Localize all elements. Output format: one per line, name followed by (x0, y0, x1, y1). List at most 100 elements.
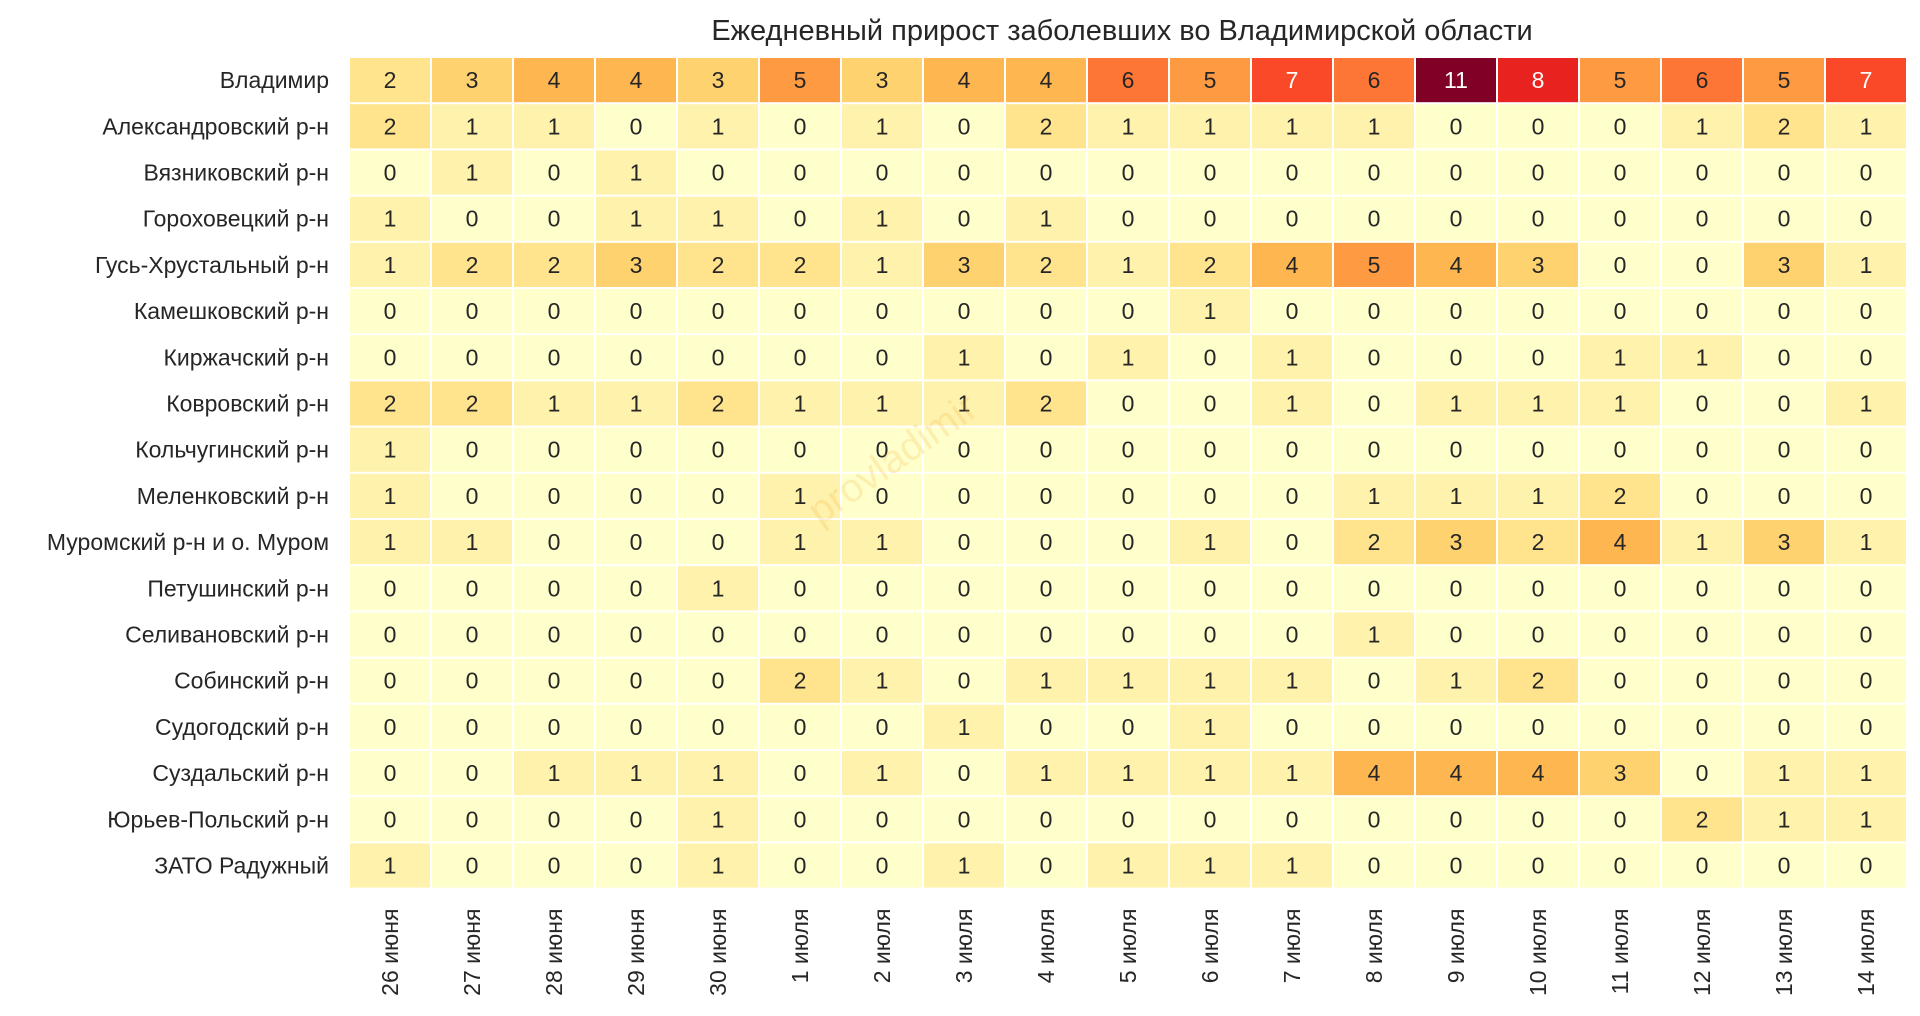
cell-value: 1 (384, 252, 397, 278)
cell-value: 0 (1614, 853, 1627, 879)
cell-value: 1 (794, 483, 807, 509)
cell-value: 0 (1040, 622, 1053, 648)
heatmap-cell (596, 704, 676, 749)
cell-value: 0 (548, 529, 561, 555)
heatmap-cell (1416, 150, 1496, 195)
heatmap-cell (678, 520, 758, 565)
heatmap-cell (1744, 289, 1824, 334)
cell-value: 0 (1286, 206, 1299, 232)
heatmap-cell (678, 381, 758, 426)
cell-value: 0 (1122, 529, 1135, 555)
heatmap-cell (596, 566, 676, 611)
column-label: 30 июня (705, 909, 731, 996)
heatmap-cell (1088, 58, 1168, 103)
cell-value: 2 (1368, 529, 1381, 555)
cell-value: 0 (630, 668, 643, 694)
cell-value: 11 (1444, 67, 1468, 93)
heatmap-cell (1006, 797, 1086, 842)
cell-value: 0 (794, 760, 807, 786)
heatmap-cell (678, 104, 758, 149)
cell-value: 1 (712, 113, 725, 139)
heatmap-cell (1498, 104, 1578, 149)
cell-value: 0 (466, 622, 479, 648)
cell-value: 0 (630, 483, 643, 509)
cell-value: 0 (1778, 391, 1791, 417)
cell-value: 1 (630, 760, 643, 786)
cell-value: 0 (1532, 160, 1545, 186)
heatmap-cell (1170, 104, 1250, 149)
heatmap-cell (1088, 381, 1168, 426)
heatmap-cell (432, 520, 512, 565)
cell-value: 0 (876, 853, 889, 879)
cell-value: 0 (1122, 391, 1135, 417)
cell-value: 1 (466, 113, 479, 139)
heatmap-cell (678, 843, 758, 888)
heatmap-cell (1498, 473, 1578, 518)
cell-value: 1 (1450, 391, 1463, 417)
cell-value: 0 (1450, 575, 1463, 601)
heatmap-cell (1170, 797, 1250, 842)
cell-value: 0 (1450, 806, 1463, 832)
cell-value: 0 (1614, 252, 1627, 278)
heatmap-cell (1744, 150, 1824, 195)
heatmap-cell (1088, 289, 1168, 334)
cell-value: 0 (384, 668, 397, 694)
heatmap-cell (1826, 335, 1906, 380)
heatmap-cell (1006, 58, 1086, 103)
heatmap-cell (432, 242, 512, 287)
heatmap-cell (1498, 289, 1578, 334)
cell-value: 0 (794, 437, 807, 463)
cell-value: 0 (1778, 668, 1791, 694)
heatmap-cell (760, 612, 840, 657)
heatmap-cell (1580, 797, 1660, 842)
cell-value: 0 (1614, 160, 1627, 186)
heatmap-cell (1580, 58, 1660, 103)
cell-value: 0 (466, 760, 479, 786)
heatmap-cell (1662, 612, 1742, 657)
heatmap-cell (1334, 473, 1414, 518)
cell-value: 0 (958, 298, 971, 324)
heatmap-cell (760, 566, 840, 611)
heatmap-cell (514, 427, 594, 472)
heatmap-cell (1252, 427, 1332, 472)
cell-value: 0 (958, 483, 971, 509)
heatmap-cell (596, 58, 676, 103)
heatmap-cell (1744, 612, 1824, 657)
cell-value: 0 (548, 298, 561, 324)
cell-value: 1 (712, 806, 725, 832)
cell-value: 1 (876, 113, 889, 139)
heatmap-cell (1006, 104, 1086, 149)
cell-value: 0 (466, 483, 479, 509)
cell-value: 0 (1286, 714, 1299, 740)
heatmap-cell (924, 104, 1004, 149)
cell-value: 1 (1778, 806, 1791, 832)
heatmap-cell (1006, 335, 1086, 380)
row-label: Селивановский р-н (125, 622, 329, 648)
cell-value: 1 (712, 853, 725, 879)
heatmap-cell (350, 289, 430, 334)
cell-value: 0 (1122, 806, 1135, 832)
heatmap-cell (924, 289, 1004, 334)
cell-value: 6 (1122, 67, 1135, 93)
heatmap-cell (1088, 196, 1168, 241)
cell-value: 2 (794, 668, 807, 694)
heatmap-cell (1252, 104, 1332, 149)
cell-value: 0 (1860, 714, 1873, 740)
cell-value: 4 (1368, 760, 1381, 786)
cell-value: 0 (1778, 437, 1791, 463)
heatmap-cell (350, 658, 430, 703)
heatmap-cell (1088, 473, 1168, 518)
cell-value: 0 (1204, 391, 1217, 417)
cell-value: 0 (630, 575, 643, 601)
cell-value: 2 (384, 113, 397, 139)
cell-value: 1 (1204, 760, 1217, 786)
heatmap-cell (1662, 242, 1742, 287)
heatmap-cell (1334, 427, 1414, 472)
heatmap-cell (1334, 196, 1414, 241)
cell-value: 7 (1860, 67, 1873, 93)
cell-value: 1 (1040, 206, 1053, 232)
cell-value: 0 (548, 483, 561, 509)
cell-value: 0 (1122, 437, 1135, 463)
cell-value: 0 (384, 575, 397, 601)
cell-value: 8 (1532, 67, 1545, 93)
